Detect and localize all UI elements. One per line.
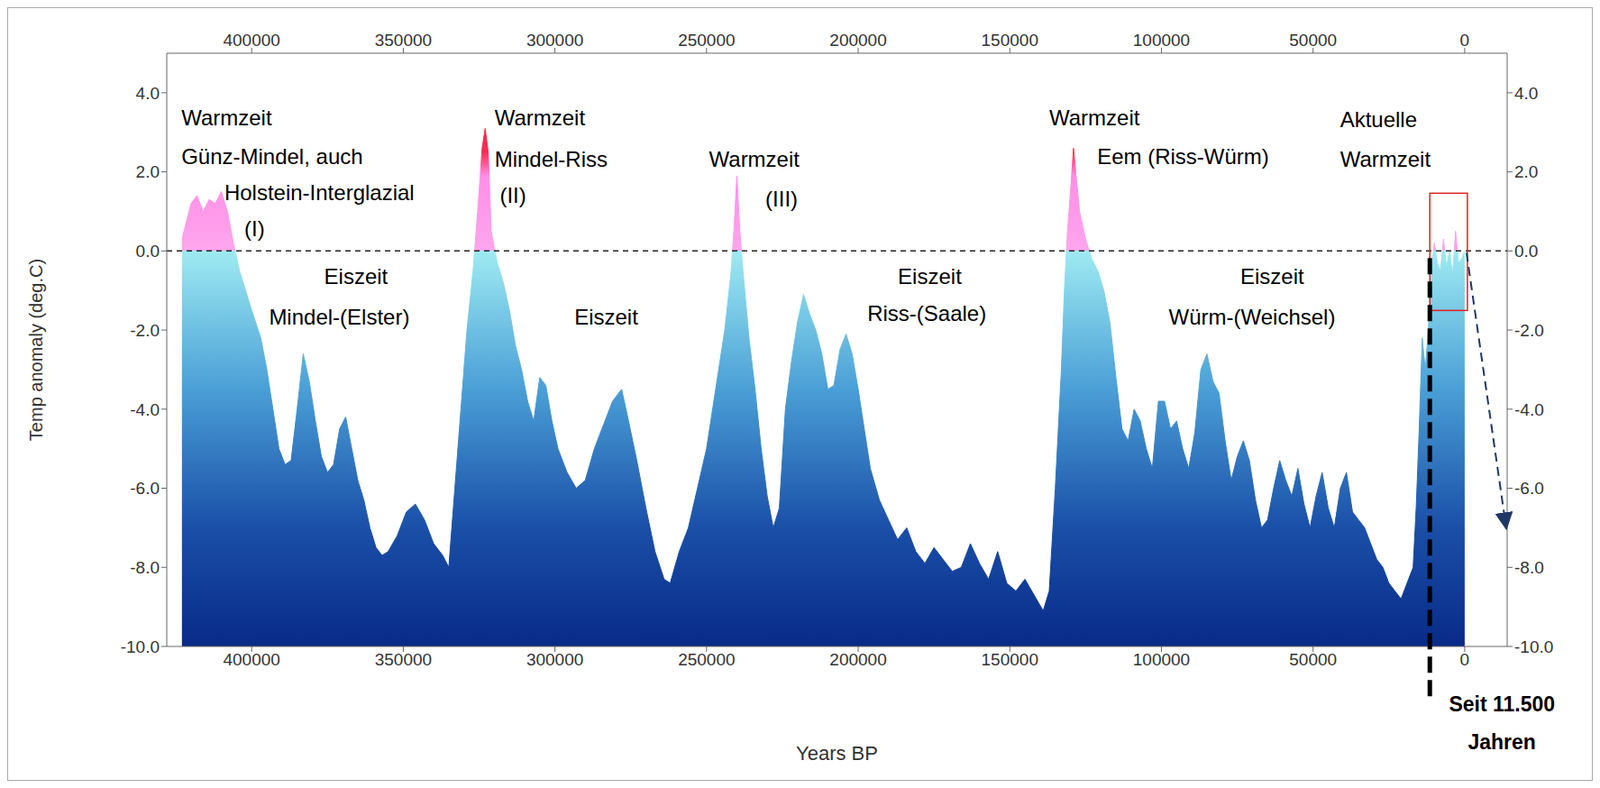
svg-text:200000: 200000 bbox=[829, 30, 887, 50]
svg-text:Eiszeit: Eiszeit bbox=[574, 304, 639, 330]
svg-text:Eiszeit: Eiszeit bbox=[897, 264, 962, 289]
svg-text:4.0: 4.0 bbox=[136, 83, 160, 103]
svg-text:Mindel-(Elster): Mindel-(Elster) bbox=[268, 304, 410, 330]
svg-text:(I): (I) bbox=[244, 216, 266, 241]
svg-text:Jahren: Jahren bbox=[1467, 730, 1536, 754]
svg-text:Würm-(Weichsel): Würm-(Weichsel) bbox=[1169, 304, 1336, 330]
svg-text:400000: 400000 bbox=[222, 649, 280, 669]
svg-text:Warmzeit: Warmzeit bbox=[1049, 105, 1141, 130]
svg-text:50000: 50000 bbox=[1289, 30, 1337, 50]
svg-text:250000: 250000 bbox=[677, 30, 735, 50]
svg-text:100000: 100000 bbox=[1133, 649, 1190, 669]
svg-text:150000: 150000 bbox=[981, 30, 1039, 50]
svg-text:-8.0: -8.0 bbox=[129, 557, 160, 577]
svg-text:0.0: 0.0 bbox=[1514, 241, 1538, 261]
svg-text:-10.0: -10.0 bbox=[1514, 637, 1554, 657]
svg-text:2.0: 2.0 bbox=[136, 162, 160, 182]
svg-text:Seit 11.500: Seit 11.500 bbox=[1448, 692, 1555, 716]
svg-text:-2.0: -2.0 bbox=[129, 320, 160, 340]
svg-text:Warmzeit: Warmzeit bbox=[494, 105, 586, 130]
svg-text:Mindel-Riss: Mindel-Riss bbox=[494, 146, 608, 172]
svg-text:Warmzeit: Warmzeit bbox=[1340, 146, 1432, 172]
svg-text:Eiszeit: Eiszeit bbox=[324, 264, 389, 289]
svg-text:300000: 300000 bbox=[526, 649, 584, 669]
svg-text:350000: 350000 bbox=[374, 30, 432, 50]
svg-text:Günz-Mindel, auch: Günz-Mindel, auch bbox=[181, 144, 363, 169]
svg-text:Years BP: Years BP bbox=[795, 741, 878, 765]
svg-text:100000: 100000 bbox=[1133, 30, 1190, 50]
svg-text:Warmzeit: Warmzeit bbox=[709, 146, 801, 172]
svg-text:0: 0 bbox=[1460, 649, 1471, 669]
svg-text:-6.0: -6.0 bbox=[1514, 478, 1545, 498]
svg-text:-8.0: -8.0 bbox=[1514, 557, 1545, 577]
svg-text:(III): (III) bbox=[765, 186, 798, 211]
svg-text:250000: 250000 bbox=[677, 649, 735, 669]
svg-text:350000: 350000 bbox=[374, 649, 432, 669]
svg-text:300000: 300000 bbox=[526, 30, 584, 50]
svg-text:50000: 50000 bbox=[1289, 649, 1337, 669]
svg-text:2.0: 2.0 bbox=[1514, 162, 1538, 182]
svg-text:-6.0: -6.0 bbox=[129, 478, 160, 498]
svg-text:(II): (II) bbox=[499, 182, 526, 208]
svg-text:Eem (Riss-Würm): Eem (Riss-Würm) bbox=[1097, 144, 1270, 169]
svg-text:400000: 400000 bbox=[222, 30, 280, 50]
svg-text:Eiszeit: Eiszeit bbox=[1240, 264, 1305, 289]
svg-text:Warmzeit: Warmzeit bbox=[181, 105, 273, 130]
svg-text:0: 0 bbox=[1460, 30, 1471, 50]
svg-text:150000: 150000 bbox=[981, 649, 1039, 669]
svg-text:Aktuelle: Aktuelle bbox=[1340, 107, 1418, 132]
svg-text:Temp anomaly (deg.C): Temp anomaly (deg.C) bbox=[26, 258, 46, 441]
svg-text:Riss-(Saale): Riss-(Saale) bbox=[867, 301, 987, 326]
svg-text:4.0: 4.0 bbox=[1514, 83, 1538, 103]
svg-text:0.0: 0.0 bbox=[136, 241, 160, 261]
svg-text:-2.0: -2.0 bbox=[1514, 320, 1545, 340]
svg-text:Holstein-Interglazial: Holstein-Interglazial bbox=[224, 180, 415, 205]
svg-text:-10.0: -10.0 bbox=[120, 637, 160, 657]
svg-text:-4.0: -4.0 bbox=[129, 400, 160, 420]
svg-text:200000: 200000 bbox=[829, 649, 887, 669]
svg-text:-4.0: -4.0 bbox=[1514, 400, 1545, 420]
